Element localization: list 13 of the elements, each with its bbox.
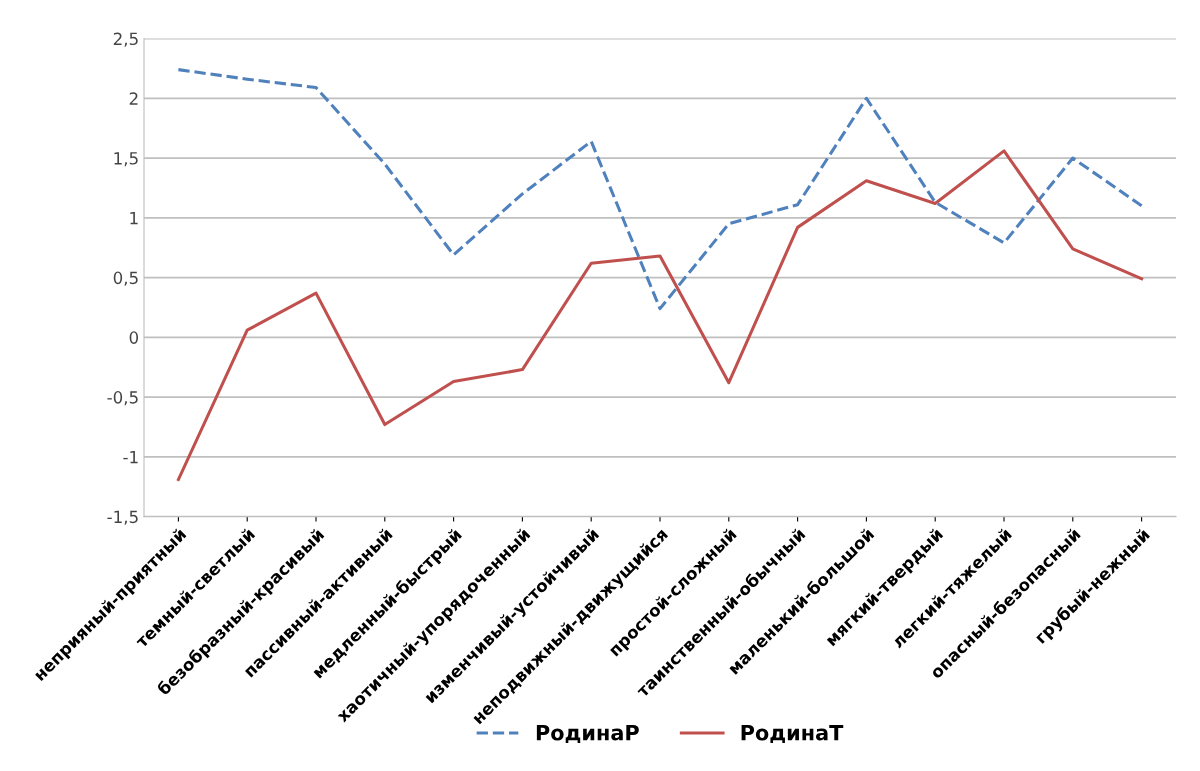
y-tick-label: 1,5 (114, 152, 138, 167)
y-tick-label: 0 (129, 331, 139, 344)
y-tick-label: 1 (130, 211, 138, 225)
y-tick-label: -0,5 (107, 391, 138, 406)
y-tick-label: -1 (123, 451, 138, 464)
y-tick-label: 2 (129, 92, 138, 105)
legend-label: РодинаТ (741, 725, 844, 744)
y-tick-label: -1,5 (107, 510, 138, 525)
y-tick-label: 0,5 (113, 271, 138, 286)
line-series (176, 68, 1144, 311)
legend-label: РодинаР (536, 725, 639, 744)
line-series (176, 149, 1144, 482)
y-tick-label: 2,5 (113, 32, 138, 47)
